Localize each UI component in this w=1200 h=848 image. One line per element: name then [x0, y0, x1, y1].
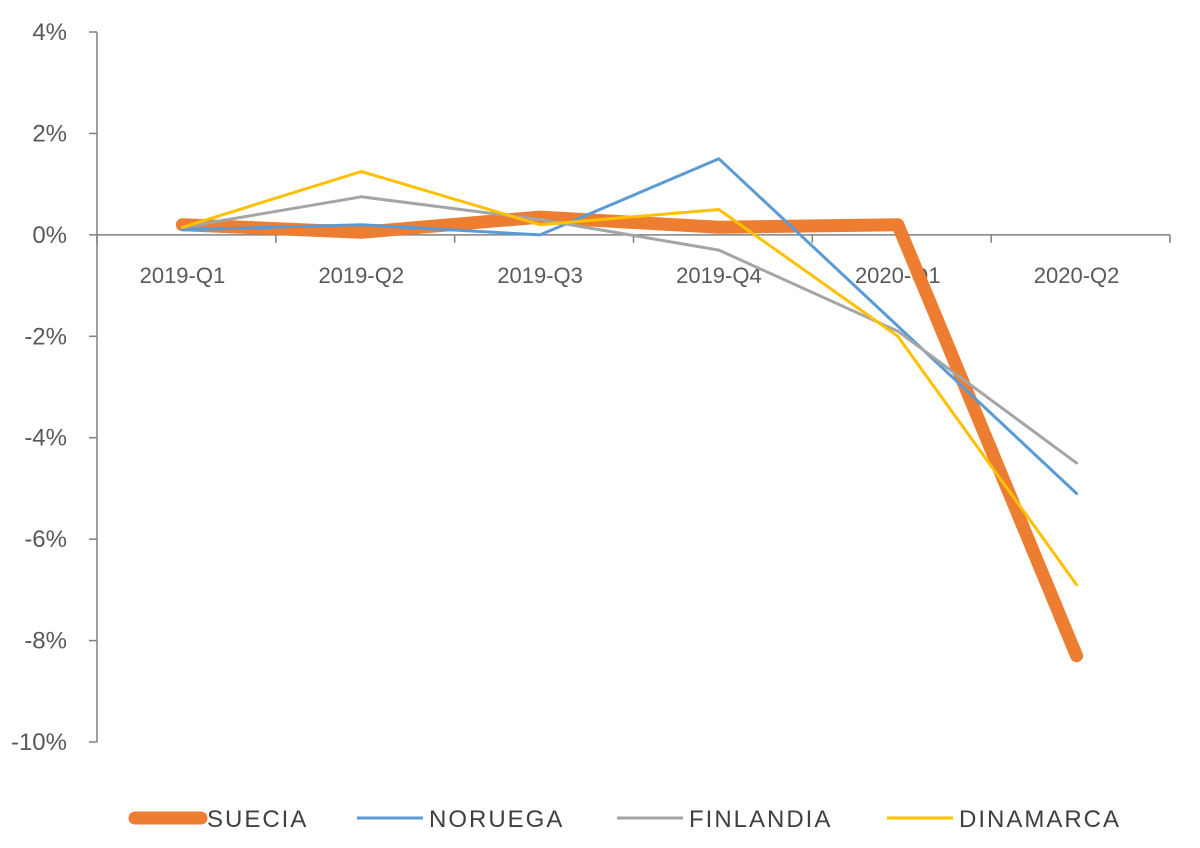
y-tick-label: -4% [24, 425, 67, 452]
legend-label-dinamarca: DINAMARCA [959, 806, 1121, 833]
series-lines [175, 157, 1084, 663]
x-tick-label: 2020-Q2 [1034, 263, 1120, 288]
x-tick-label: 2019-Q2 [318, 263, 404, 288]
legend-label-noruega: NORUEGA [429, 806, 564, 833]
legend-label-finlandia: FINLANDIA [689, 806, 832, 833]
series-line-dinamarca [180, 170, 1079, 587]
y-tick-label: -10% [11, 729, 67, 756]
legend-label-suecia: SUECIA [207, 806, 308, 833]
y-tick-label: 4% [32, 19, 67, 46]
y-tick-labels: 4% 2% 0% -2% -4% -6% -8% -10% [11, 19, 67, 756]
y-tick-label: -6% [24, 526, 67, 553]
series-line-suecia [175, 210, 1084, 663]
x-tick-label: 2019-Q3 [497, 263, 583, 288]
x-tick-label: 2019-Q4 [676, 263, 762, 288]
y-tick-label: 0% [32, 222, 67, 249]
y-tick-label: -8% [24, 628, 67, 655]
x-tick-label: 2019-Q1 [140, 263, 226, 288]
series-line-finlandia [180, 195, 1079, 465]
legend: SUECIA NORUEGA FINLANDIA DINAMARCA [128, 806, 1121, 833]
y-tick-label: -2% [24, 323, 67, 350]
y-tick-label: 2% [32, 120, 67, 147]
axes [89, 31, 1171, 743]
x-tick-labels: 2019-Q1 2019-Q2 2019-Q3 2019-Q4 2020-Q1 2020-… [140, 263, 1120, 288]
